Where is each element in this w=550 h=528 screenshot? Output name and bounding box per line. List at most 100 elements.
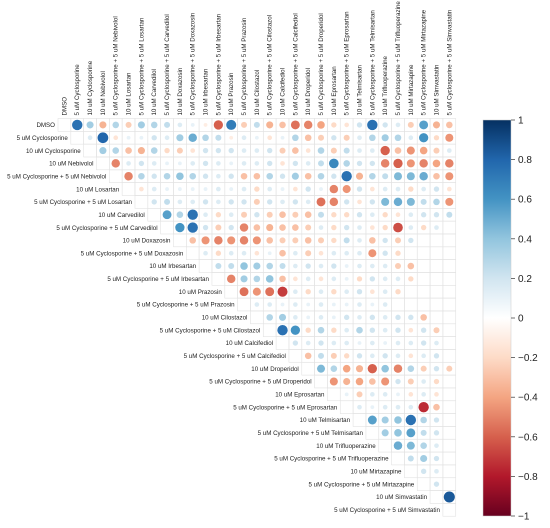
correlation-circle — [433, 327, 440, 334]
matrix-cell — [429, 490, 444, 504]
correlation-circle — [344, 327, 349, 333]
correlation-circle — [370, 392, 375, 397]
correlation-circle — [293, 276, 298, 282]
correlation-circle — [241, 121, 248, 128]
correlation-circle — [420, 416, 427, 424]
correlation-circle — [163, 172, 171, 180]
row-label: 10 uM Simvastatin — [376, 494, 427, 501]
correlation-circle — [367, 364, 377, 374]
correlation-circle — [202, 160, 209, 167]
correlation-circle — [367, 119, 378, 131]
correlation-circle — [99, 147, 107, 155]
correlation-circle — [267, 302, 273, 307]
correlation-circle — [433, 147, 440, 154]
correlation-circle — [280, 302, 285, 307]
correlation-circle — [331, 122, 337, 128]
correlation-circle — [317, 326, 325, 334]
correlation-circle — [357, 404, 362, 410]
correlation-circle — [202, 173, 209, 179]
correlation-circle — [344, 250, 349, 256]
correlation-circle — [433, 378, 440, 385]
correlation-circle — [343, 314, 350, 321]
correlation-circle — [253, 275, 261, 283]
correlation-circle — [395, 340, 401, 346]
correlation-circle — [304, 172, 312, 180]
correlation-circle — [382, 276, 388, 282]
correlation-circle — [279, 121, 286, 129]
correlation-circle — [331, 224, 337, 231]
row-label: 10 uM Mirtazapine — [351, 469, 402, 476]
correlation-circle — [382, 250, 388, 256]
correlation-circle — [164, 121, 171, 128]
correlation-circle — [317, 147, 325, 154]
correlation-circle — [433, 366, 440, 372]
correlation-circle — [419, 146, 428, 155]
column-label: 10 uM Eprosartan — [331, 66, 338, 116]
matrix-cell — [416, 272, 431, 286]
correlation-circle — [395, 404, 401, 410]
column-label: 10 uM Calcifediol — [280, 68, 287, 115]
correlation-circle — [267, 199, 273, 205]
correlation-circle — [393, 364, 403, 373]
correlation-circle — [369, 276, 376, 282]
matrix-cell — [224, 284, 238, 299]
column-label: 10 uM Cyclosporine — [87, 60, 94, 115]
correlation-circle — [408, 225, 414, 230]
correlation-circle — [331, 302, 336, 307]
correlation-circle — [381, 416, 389, 424]
column-labels: DMSO 5 uM Cyclosporine 10 uM Cyclosporine 1… — [61, 1, 453, 116]
correlation-circle — [317, 172, 325, 180]
correlation-circle — [406, 428, 416, 438]
correlation-circle — [395, 276, 401, 282]
correlation-circle — [382, 212, 388, 218]
correlation-circle — [190, 187, 195, 191]
correlation-circle — [331, 173, 337, 179]
correlation-circle — [306, 302, 311, 307]
correlation-circle — [252, 287, 261, 296]
correlation-circle — [369, 378, 376, 385]
correlation-circle — [393, 197, 403, 207]
column-label: 5 uM Cyclosporine — [74, 64, 81, 116]
correlation-circle — [406, 197, 415, 206]
correlation-circle — [331, 327, 337, 333]
correlation-circle — [331, 340, 337, 346]
correlation-circle — [406, 172, 415, 181]
correlation-circle — [164, 147, 170, 154]
colorbar-tick-label: 0.8 — [518, 155, 532, 166]
correlation-circle — [419, 120, 429, 130]
colorbar — [482, 119, 512, 517]
row-label: 10 uM Cilostazol — [202, 315, 248, 322]
matrix-cell — [442, 336, 457, 350]
correlation-circle — [227, 236, 236, 245]
correlation-circle — [396, 392, 400, 397]
correlation-circle — [253, 121, 260, 128]
correlation-circle — [329, 158, 339, 169]
correlation-circle — [187, 209, 198, 220]
correlation-circle — [305, 263, 311, 269]
colorbar-tick-label: −0.6 — [518, 432, 538, 443]
correlation-circle — [137, 121, 145, 129]
correlation-circle — [241, 250, 247, 256]
correlation-circle — [280, 161, 285, 166]
correlation-circle — [318, 302, 324, 307]
correlation-circle — [382, 353, 388, 359]
correlation-circle — [266, 224, 274, 232]
correlation-circle — [357, 148, 362, 153]
correlation-circle — [355, 377, 364, 386]
row-label: 10 uM Irbesartan — [149, 263, 196, 270]
row-label: 5 uM Cyclosporine + 5 uM Doxazosin — [81, 250, 184, 257]
correlation-circle — [420, 429, 427, 436]
correlation-circle — [382, 327, 388, 333]
correlation-circle — [226, 274, 236, 284]
correlation-circle — [305, 186, 311, 192]
correlation-circle — [138, 172, 145, 180]
correlation-circle — [382, 315, 388, 320]
correlation-circle — [203, 123, 208, 127]
correlation-circle — [202, 224, 209, 231]
correlation-circle — [408, 392, 414, 397]
correlation-circle — [356, 289, 363, 295]
row-label: 5 uM Cyclosporine + 5 uM Carvedilol — [56, 225, 157, 232]
correlation-circle — [215, 134, 222, 141]
matrix-cell — [442, 477, 457, 491]
correlation-circle — [176, 147, 183, 154]
